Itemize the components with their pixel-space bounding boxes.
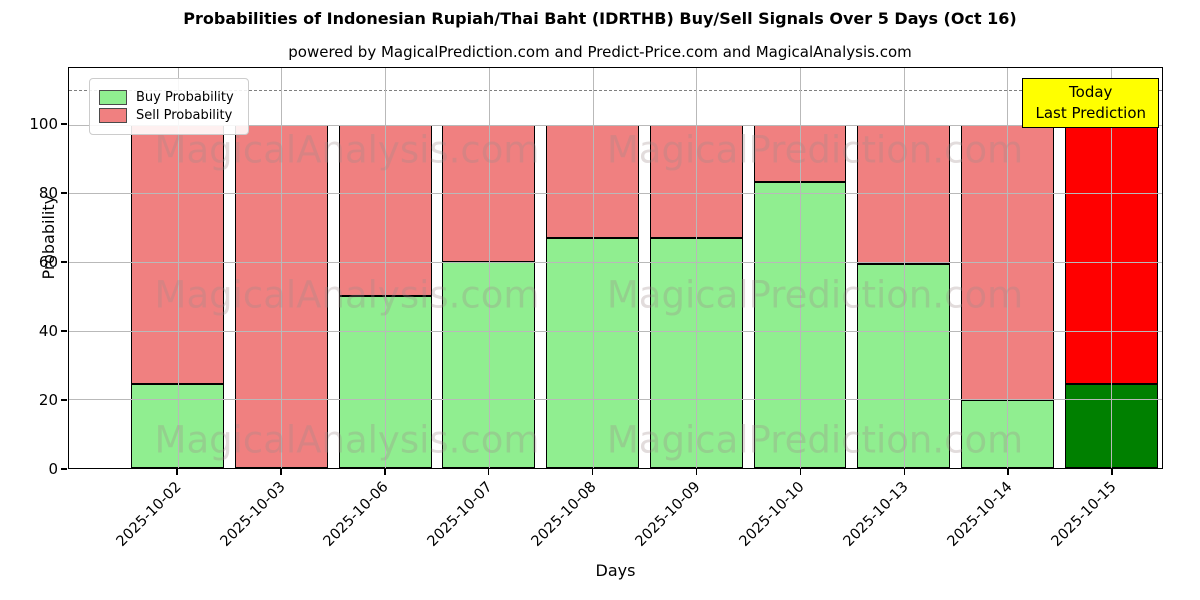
y-tick-mark [61,468,67,470]
plot-area: Buy Probability Sell Probability Today L… [68,67,1163,469]
v-gridline [281,68,283,468]
x-tick-mark [1007,469,1009,475]
v-gridline [385,68,387,468]
v-gridline [177,68,179,468]
today-annotation: Today Last Prediction [1022,78,1159,128]
watermark-text: MagicalPrediction.com [606,128,1024,172]
bar-sell-segment [131,124,225,384]
legend-label-sell: Sell Probability [136,108,233,123]
x-tick-label-2025-10-10: 2025-10-10 [736,479,808,550]
x-axis-label: Days [595,561,636,580]
x-tick-mark [176,469,178,475]
annotation-line-2: Last Prediction [1035,104,1146,122]
legend-item-sell: Sell Probability [99,108,234,123]
x-tick-label-2025-10-02: 2025-10-02 [113,479,185,550]
x-tick-mark [799,469,802,475]
x-tick-label-2025-10-07: 2025-10-07 [425,479,496,550]
x-tick-label-2025-10-09: 2025-10-09 [632,479,704,550]
watermark-text: MagicalAnalysis.com [154,128,540,172]
x-tick-mark [903,469,906,475]
bar-2025-10-08 [546,68,639,468]
x-tick-label-2025-10-15: 2025-10-15 [1048,479,1120,550]
y-tick-label-20: 20 [38,390,58,409]
bar-buy-segment [546,237,639,468]
v-gridline [903,68,905,468]
y-tick-mark [61,261,67,263]
bar-2025-10-02 [131,68,225,468]
y-tick-label-0: 0 [48,460,58,478]
y-tick-label-60: 60 [38,252,58,271]
x-tick-mark [384,469,386,475]
chart-title: Probabilities of Indonesian Rupiah/Thai … [183,9,1017,28]
v-gridline [1007,68,1009,468]
y-tick-label-80: 80 [38,183,58,202]
y-tick-label-40: 40 [38,321,58,340]
y-tick-mark [61,330,67,332]
dashed-threshold-line [69,90,1162,92]
x-tick-mark [591,469,594,475]
watermark-text: MagicalPrediction.com [606,273,1024,317]
bar-buy-segment [131,383,225,468]
x-tick-label-2025-10-08: 2025-10-08 [528,479,600,550]
legend-label-buy: Buy Probability [136,90,234,105]
legend: Buy Probability Sell Probability [89,78,249,135]
bar-sell-segment [546,124,639,238]
buy-swatch [99,90,127,105]
v-gridline [1111,68,1113,468]
y-tick-mark [61,123,67,125]
chart-subtitle: powered by MagicalPrediction.com and Pre… [288,43,912,61]
v-gridline [800,68,802,468]
v-gridline [488,68,490,468]
y-tick-mark [61,399,67,401]
x-tick-mark [487,469,490,475]
x-tick-label-2025-10-13: 2025-10-13 [840,479,912,550]
bar-buy-segment [857,263,951,468]
sell-swatch [99,108,127,123]
y-tick-label-100: 100 [29,114,58,133]
h-gridline [69,193,1162,195]
x-tick-label-2025-10-03: 2025-10-03 [217,479,289,550]
annotation-line-1: Today [1069,83,1113,101]
y-tick-mark [61,192,67,194]
bar-buy-segment [442,262,536,468]
x-tick-label-2025-10-14: 2025-10-14 [944,479,1016,550]
h-gridline [69,124,1162,126]
legend-item-buy: Buy Probability [99,90,234,105]
h-gridline [69,399,1162,401]
watermark-text: MagicalAnalysis.com [154,273,540,317]
x-tick-mark [1111,469,1113,475]
x-tick-label-2025-10-06: 2025-10-06 [321,479,393,550]
x-tick-mark [695,469,698,475]
watermark-text: MagicalPrediction.com [606,418,1024,462]
v-gridline [696,68,698,468]
v-gridline [592,68,594,468]
watermark-text: MagicalAnalysis.com [154,418,540,462]
h-gridline [69,261,1162,263]
x-tick-mark [280,469,282,475]
h-gridline [69,330,1162,332]
bar-buy-segment [961,400,1054,468]
